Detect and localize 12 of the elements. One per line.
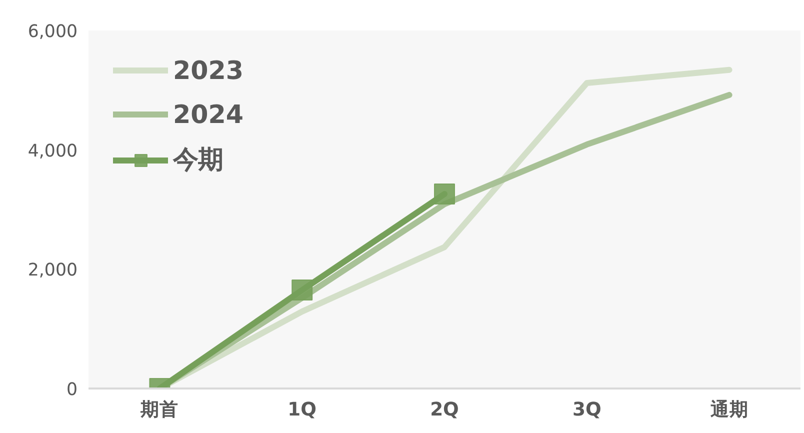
y-tick-label: 2,000	[28, 260, 78, 281]
x-tick-label: 通期	[709, 398, 748, 420]
legend-label: 2024	[173, 99, 244, 129]
legend-label: 2023	[173, 55, 244, 85]
legend-label: 今期	[173, 143, 223, 176]
x-tick-label: 期首	[140, 398, 179, 420]
x-tick-label: 3Q	[572, 400, 602, 420]
y-tick-label: 4,000	[28, 141, 78, 162]
x-tick-label: 1Q	[288, 400, 317, 420]
y-tick-label: 0	[66, 380, 78, 400]
x-tick-label: 2Q	[430, 400, 459, 420]
y-tick-label: 6,000	[28, 22, 78, 42]
